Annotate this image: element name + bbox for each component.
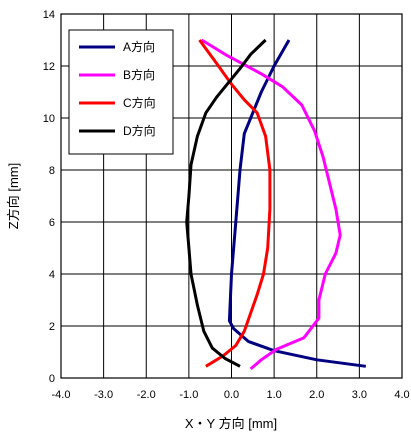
x-tick-label: 4.0 xyxy=(394,389,409,401)
series-lines xyxy=(185,38,366,371)
x-tick-label: -3.0 xyxy=(94,389,113,401)
y-tick-labels: 0 2 4 6 8 10 12 14 xyxy=(43,9,55,385)
y-tick-label: 8 xyxy=(49,165,55,177)
legend-label: D方向 xyxy=(123,123,156,138)
legend-box xyxy=(68,29,174,155)
y-tick-label: 0 xyxy=(49,373,55,385)
x-axis-label: X・Y 方向 [mm] xyxy=(185,416,277,431)
legend-label: B方向 xyxy=(123,67,155,82)
series-line-b xyxy=(200,38,342,371)
series-line-d xyxy=(185,38,267,368)
x-tick-label: 0.0 xyxy=(224,389,239,401)
y-tick-label: 10 xyxy=(43,113,55,125)
y-axis-label: Z方向 [mm] xyxy=(6,163,21,229)
plot-border xyxy=(60,13,403,379)
legend-label: C方向 xyxy=(123,95,156,110)
y-tick-label: 2 xyxy=(49,321,55,333)
y-tick-label: 14 xyxy=(43,9,55,21)
x-tick-label: 1.0 xyxy=(266,389,281,401)
x-tick-label: -4.0 xyxy=(52,389,71,401)
x-tick-label: 2.0 xyxy=(309,389,324,401)
x-tick-label: -2.0 xyxy=(137,389,156,401)
legend: A方向 B方向 C方向 D方向 xyxy=(68,29,174,155)
x-tick-label: -1.0 xyxy=(179,389,198,401)
y-tick-label: 12 xyxy=(43,61,55,73)
x-tick-label: 3.0 xyxy=(352,389,367,401)
series-line-c xyxy=(198,39,272,368)
series-line-a xyxy=(227,39,366,368)
x-tick-labels: -4.0 -3.0 -2.0 -1.0 0.0 1.0 2.0 3.0 4.0 xyxy=(52,389,410,401)
legend-label: A方向 xyxy=(123,39,155,54)
y-tick-label: 6 xyxy=(49,217,55,229)
plot-frame xyxy=(60,13,403,379)
y-tick-label: 4 xyxy=(49,269,55,281)
